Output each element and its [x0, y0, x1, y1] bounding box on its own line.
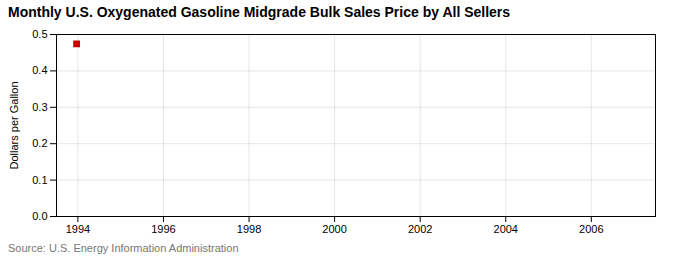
svg-text:2004: 2004: [494, 223, 518, 235]
html-text:Monthly U.S. Oxygenated Gasoli: Monthly U.S. Oxygenated Gasoline Midgrad…: [8, 4, 511, 20]
svg-text:0.4: 0.4: [32, 64, 47, 76]
html-text:Source: U.S. Energy Informatio: Source: U.S. Energy Information Administ…: [8, 242, 239, 254]
svg-text:2000: 2000: [322, 223, 346, 235]
svg-text:0.5: 0.5: [32, 28, 47, 40]
svg-text:1996: 1996: [151, 223, 175, 235]
svg-text:0.2: 0.2: [32, 137, 47, 149]
svg-text:Dollars per Gallon: Dollars per Gallon: [8, 81, 20, 169]
svg-text:2002: 2002: [408, 223, 432, 235]
svg-text:0.3: 0.3: [32, 101, 47, 113]
svg-text:1994: 1994: [66, 223, 90, 235]
svg-text:0.0: 0.0: [32, 210, 47, 222]
svg-text:2006: 2006: [579, 223, 603, 235]
svg-text:1998: 1998: [237, 223, 261, 235]
svg-text:0.1: 0.1: [32, 174, 47, 186]
